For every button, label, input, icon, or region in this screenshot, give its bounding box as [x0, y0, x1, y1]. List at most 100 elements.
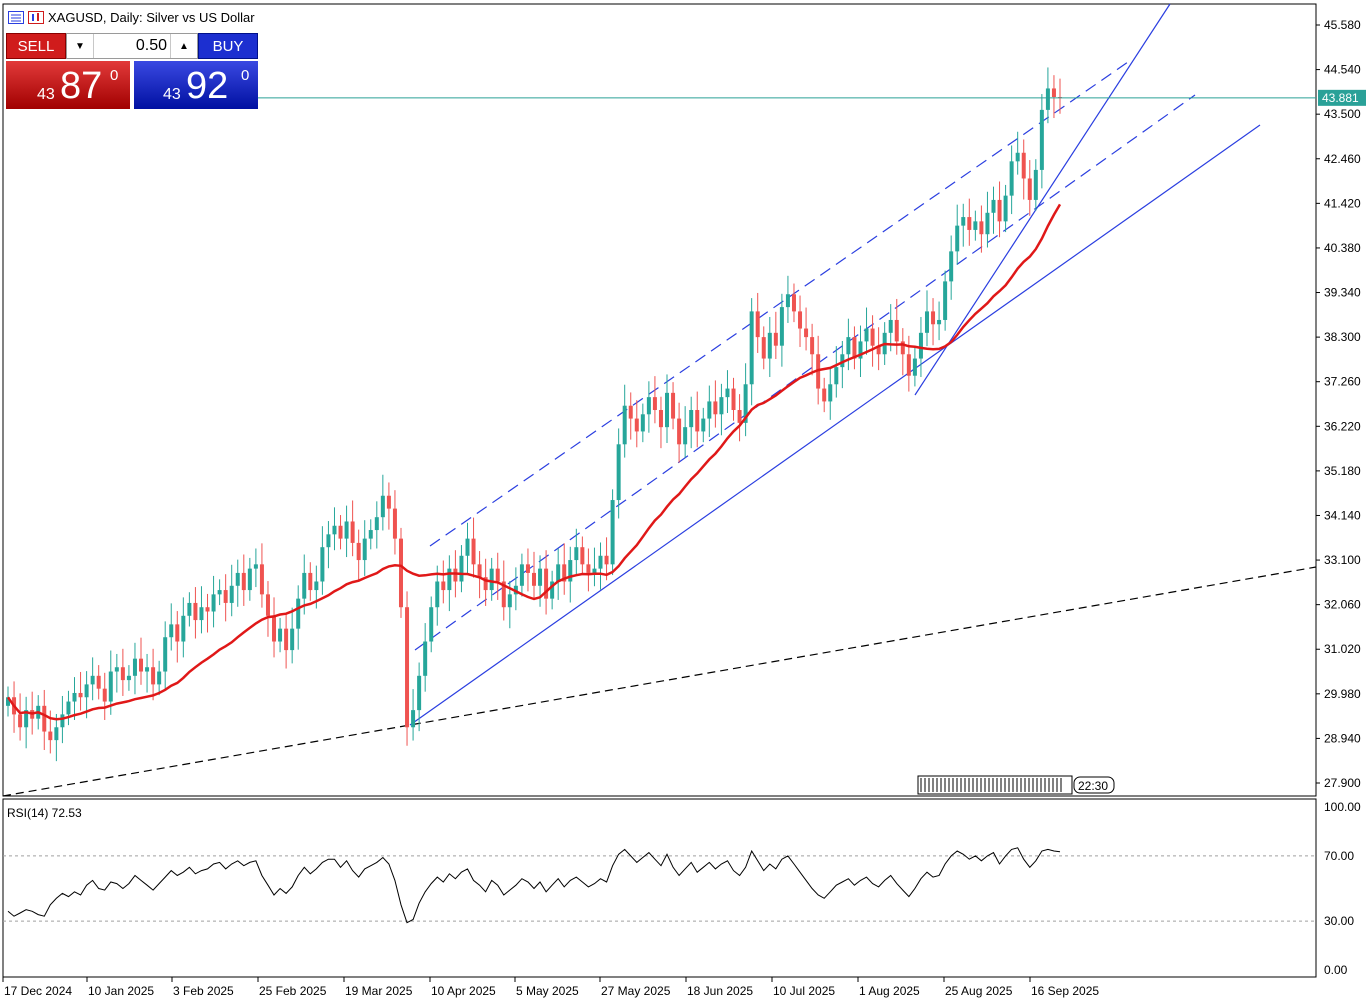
lot-size-input[interactable]: 0.50 [135, 37, 167, 54]
candle-body [568, 560, 573, 582]
candle-body [973, 221, 978, 230]
candle-body [652, 397, 657, 411]
sell-quote-pips: 87 [60, 65, 103, 107]
y-axis-label: 28.940 [1324, 731, 1361, 745]
candle-body [828, 384, 833, 402]
candle-body [1015, 152, 1020, 162]
candle-body [157, 671, 162, 685]
x-axis-label: 19 Mar 2025 [345, 984, 413, 998]
candle-body [108, 671, 113, 702]
candle-body [459, 555, 464, 582]
candle-body [284, 628, 289, 651]
candle-body [139, 658, 144, 672]
candle-body [302, 572, 307, 599]
candle-body [743, 384, 748, 423]
candle-body [689, 410, 694, 428]
candle-body [961, 217, 966, 226]
long-term-support-line[interactable] [2, 566, 1317, 797]
candle-body [755, 311, 760, 338]
candle-body [677, 418, 682, 445]
candle-body [126, 675, 131, 681]
sell-quote[interactable]: 43 87 0 [6, 61, 130, 109]
candle-body [834, 367, 839, 385]
buy-quote[interactable]: 43 92 0 [134, 61, 258, 109]
candle-body [102, 688, 107, 702]
candle-body [483, 577, 488, 591]
candle-body [223, 590, 228, 603]
candle-body [6, 697, 10, 706]
candle-body [731, 388, 736, 411]
y-axis-label: 39.340 [1324, 286, 1361, 300]
channel-base-trendline[interactable] [409, 124, 1261, 726]
candle-body [265, 594, 270, 616]
candle-body [804, 328, 809, 338]
candle-body [60, 714, 65, 728]
time-badge [1073, 776, 1115, 794]
candle-body [562, 564, 567, 582]
candle-body [846, 337, 851, 355]
candle-body [495, 568, 500, 582]
candle-body [163, 637, 168, 672]
rsi-frame [2, 798, 1317, 978]
y-axis-label: 38.300 [1324, 330, 1361, 344]
sell-button[interactable]: SELL [6, 33, 66, 59]
candle-body [997, 199, 1002, 222]
menu-icon[interactable] [8, 11, 24, 24]
candle-body [713, 401, 718, 415]
candle-body [66, 701, 71, 715]
main-chart-frame [2, 3, 1317, 797]
channel-upper-dashed-line[interactable] [429, 61, 1129, 547]
candle-body [386, 495, 391, 509]
candle-body [247, 568, 252, 591]
chart-title-bar: XAGUSD, Daily: Silver vs US Dollar [8, 10, 255, 25]
chart-window-icon [28, 11, 44, 24]
x-axis-label: 3 Feb 2025 [173, 984, 234, 998]
lot-size-stepper[interactable]: ▼ 0.50 ▲ [66, 33, 198, 59]
candle-body [1039, 109, 1044, 170]
candle-body [550, 581, 555, 599]
y-axis-label: 44.540 [1324, 63, 1361, 77]
channel-lower-dashed-line[interactable] [414, 94, 1196, 651]
candle-body [199, 607, 204, 621]
lot-decrease-button[interactable]: ▼ [67, 34, 94, 58]
candle-body [78, 692, 83, 698]
buy-quote-fraction: 0 [241, 67, 250, 84]
x-axis-label: 10 Jan 2025 [88, 984, 154, 998]
candle-body [852, 337, 857, 359]
y-axis-label: 29.980 [1324, 687, 1361, 701]
candle-body [737, 410, 742, 423]
candle-body [870, 328, 875, 346]
candle-body [671, 392, 676, 419]
candle-body [217, 590, 222, 595]
candle-body [362, 538, 367, 561]
candle-body [380, 495, 385, 518]
candle-body [187, 602, 192, 616]
steep-trendline[interactable] [914, 3, 1171, 396]
rsi-label: RSI(14) 72.53 [7, 806, 82, 820]
candle-body [719, 397, 724, 415]
candle-body [296, 598, 301, 629]
x-axis-label: 17 Dec 2024 [4, 984, 72, 998]
lot-increase-button[interactable]: ▲ [170, 34, 197, 58]
candle-body [658, 410, 663, 428]
candle-body [937, 319, 942, 325]
candle-body [175, 624, 180, 642]
candle-body [574, 547, 579, 561]
candle-body [888, 319, 893, 333]
candle-body [798, 311, 803, 329]
candle-body [604, 555, 609, 565]
y-axis-label: 34.140 [1324, 508, 1361, 522]
candle-body [544, 568, 549, 599]
candle-body [985, 212, 990, 235]
candle-body [598, 555, 603, 569]
candle-body [894, 319, 899, 342]
rsi-axis-label: 30.00 [1324, 914, 1354, 928]
candle-body [749, 311, 754, 385]
y-axis-label: 33.100 [1324, 553, 1361, 567]
candle-body [785, 294, 790, 308]
candle-body [253, 564, 258, 569]
candle-body [405, 607, 410, 728]
y-axis-label: 42.460 [1324, 152, 1361, 166]
buy-button[interactable]: BUY [198, 33, 258, 59]
